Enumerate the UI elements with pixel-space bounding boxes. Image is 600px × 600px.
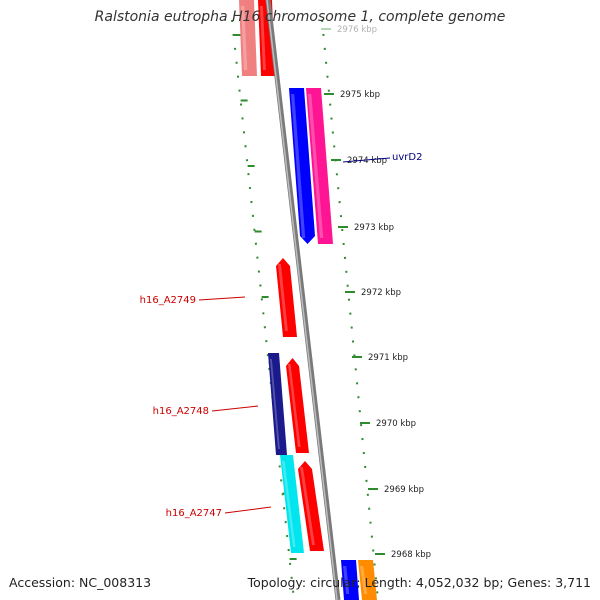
svg-text:2968 kbp: 2968 kbp [391, 550, 431, 560]
feature-blue-uvrd2[interactable] [289, 88, 315, 244]
scale-tick: 2968 kbp [375, 550, 431, 560]
scale-tick: 2976 kbp [321, 25, 377, 35]
svg-text:2970 kbp: 2970 kbp [376, 419, 416, 429]
svg-text:2976 kbp: 2976 kbp [337, 25, 377, 35]
svg-text:h16_A2748: h16_A2748 [153, 406, 209, 417]
scale-tick: 2970 kbp [360, 419, 416, 429]
topology-text: Topology: circular; Length: 4,052,032 bp… [247, 575, 591, 590]
feature-red-h16-a2747[interactable] [298, 461, 324, 551]
feature-blue-bottom[interactable] [341, 560, 359, 600]
svg-text:2973 kbp: 2973 kbp [354, 223, 394, 233]
svg-text:2974 kbp: 2974 kbp [347, 156, 387, 166]
feature-red-h16-a2749[interactable] [276, 258, 297, 337]
svg-text:2972 kbp: 2972 kbp [361, 288, 401, 298]
svg-text:h16_A2749: h16_A2749 [140, 295, 196, 306]
gene-label[interactable]: h16_A2747 [166, 506, 272, 519]
scale-tick: 2972 kbp [345, 288, 401, 298]
feature-pink-top[interactable] [239, 0, 257, 76]
scale-tick: 2974 kbp [331, 156, 387, 166]
scale-tick: 2971 kbp [352, 353, 408, 363]
feature-red-h16-a2748[interactable] [286, 358, 309, 453]
scale-tick: 2975 kbp [324, 90, 380, 100]
feature-cyan-h16-a2747[interactable] [280, 455, 304, 553]
genome-backbone [265, 0, 341, 600]
gene-label[interactable]: h16_A2749 [140, 295, 246, 306]
feature-orange-bottom[interactable] [358, 560, 377, 600]
svg-text:2975 kbp: 2975 kbp [340, 90, 380, 100]
genome-backbone-highlight [266, 0, 338, 600]
accession-text: Accession: NC_008313 [9, 575, 152, 590]
feature-magenta-uvrd2[interactable] [306, 88, 333, 244]
gene-label[interactable]: h16_A2748 [153, 405, 259, 417]
svg-text:uvrD2: uvrD2 [392, 152, 422, 163]
svg-text:2971 kbp: 2971 kbp [368, 353, 408, 363]
map-title: Ralstonia eutropha H16 chromosome 1, com… [94, 9, 506, 25]
gene-label[interactable]: uvrD2 [342, 152, 422, 163]
svg-text:2969 kbp: 2969 kbp [384, 485, 424, 495]
svg-text:h16_A2747: h16_A2747 [166, 508, 222, 519]
feature-navy-h16-a2748[interactable] [268, 353, 287, 455]
scale-tick: 2973 kbp [338, 223, 394, 233]
scale-tick: 2969 kbp [368, 485, 424, 495]
